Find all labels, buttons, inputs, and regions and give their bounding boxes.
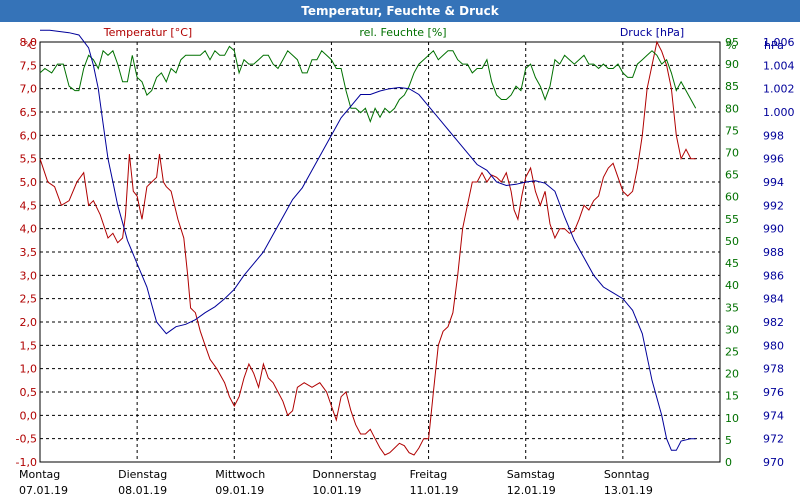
humidity-tick-label: 15	[725, 390, 739, 403]
day-date-label: 07.01.19	[19, 484, 68, 497]
pressure-tick-label: 986	[763, 269, 784, 282]
temperature-tick-label: -0,5	[16, 433, 37, 446]
temperature-tick-label: 1,0	[20, 363, 38, 376]
temperature-tick-label: -1,0	[16, 456, 37, 469]
temperature-tick-label: 0,5	[20, 386, 38, 399]
temperature-tick-label: 4,0	[20, 223, 38, 236]
humidity-tick-label: 5	[725, 434, 732, 447]
pressure-tick-label: 980	[763, 339, 784, 352]
temperature-tick-label: 5,5	[20, 153, 38, 166]
pressure-tick-label: 970	[763, 456, 784, 469]
series-line-pressure	[40, 29, 696, 451]
temperature-tick-label: 8,0	[20, 36, 38, 49]
pressure-tick-label: 978	[763, 363, 784, 376]
day-name-label: Mittwoch	[215, 468, 265, 481]
weather-chart: °C Temperatur [°C] rel. Feuchte [%] Druc…	[16, 26, 795, 497]
temperature-tick-label: 3,5	[20, 246, 38, 259]
humidity-tick-label: 25	[725, 345, 739, 358]
pressure-tick-label: 988	[763, 246, 784, 259]
temperature-tick-label: 0,0	[20, 409, 38, 422]
temperature-tick-label: 7,0	[20, 83, 38, 96]
temperature-tick-labels: 8,0 7,5 7,0 6,5 6,0 5,5 5,0 4,5 4,0 3,5 3,0 2,5 2,0 1…	[16, 36, 37, 469]
pressure-tick-label: 976	[763, 386, 784, 399]
humidity-tick-label: 90	[725, 58, 739, 71]
pressure-tick-label: 990	[763, 223, 784, 236]
temperature-unit: °C	[23, 39, 37, 52]
pressure-tick-label: 996	[763, 153, 784, 166]
humidity-tick-label: 0	[725, 456, 732, 469]
temperature-tick-label: 5,0	[20, 176, 38, 189]
humidity-tick-label: 35	[725, 301, 739, 314]
humidity-tick-label: 60	[725, 191, 739, 204]
temperature-tick-label: 3,0	[20, 269, 38, 282]
temperature-tick-label: 6,5	[20, 106, 38, 119]
day-name-label: Freitag	[410, 468, 448, 481]
humidity-unit: %	[726, 39, 736, 52]
pressure-tick-label: 992	[763, 199, 784, 212]
series-line-temperature	[39, 40, 696, 456]
temperature-tick-label: 1,5	[20, 339, 38, 352]
temperature-tick-label: 2,0	[20, 316, 38, 329]
humidity-tick-label: 50	[725, 235, 739, 248]
day-tick-labels: Montag 07.01.19 Dienstag 08.01.19 Mittwoch 09…	[19, 468, 653, 497]
humidity-tick-label: 30	[725, 323, 739, 336]
temperature-tick-label: 4,5	[20, 199, 38, 212]
humidity-tick-label: 95	[725, 36, 739, 49]
humidity-tick-label: 20	[725, 368, 739, 381]
window-title: Temperatur, Feuchte & Druck	[0, 0, 800, 22]
temperature-tick-label: 7,5	[20, 59, 38, 72]
pressure-tick-label: 984	[763, 293, 784, 306]
humidity-tick-label: 65	[725, 169, 739, 182]
day-date-label: 13.01.19	[604, 484, 653, 497]
humidity-tick-label: 70	[725, 147, 739, 160]
pressure-axis-label: Druck [hPa]	[620, 26, 684, 39]
pressure-tick-label: 974	[763, 409, 784, 422]
day-date-label: 08.01.19	[118, 484, 167, 497]
day-name-label: Sonntag	[604, 468, 650, 481]
pressure-tick-labels: 1.006 1.004 1.002 1.000 998 996 994 992 990 988 98…	[763, 36, 795, 469]
pressure-tick-label: 998	[763, 129, 784, 142]
humidity-tick-label: 55	[725, 213, 739, 226]
pressure-tick-label: 1.002	[763, 83, 795, 96]
temperature-tick-label: 6,0	[20, 129, 38, 142]
pressure-tick-label: 1.006	[763, 36, 795, 49]
humidity-tick-label: 45	[725, 257, 739, 270]
day-date-label: 12.01.19	[507, 484, 556, 497]
pressure-tick-label: 1.004	[763, 59, 795, 72]
chart-series	[39, 29, 697, 456]
humidity-tick-label: 80	[725, 102, 739, 115]
pressure-tick-label: 972	[763, 433, 784, 446]
series-line-humidity	[39, 45, 697, 124]
day-name-label: Samstag	[507, 468, 555, 481]
temperature-axis-label: Temperatur [°C]	[103, 26, 192, 39]
day-date-label: 11.01.19	[410, 484, 459, 497]
day-name-label: Donnerstag	[312, 468, 376, 481]
humidity-tick-label: 10	[725, 412, 739, 425]
chart-grid	[39, 41, 721, 463]
pressure-unit: hPa	[764, 39, 784, 52]
pressure-tick-label: 982	[763, 316, 784, 329]
humidity-axis-label: rel. Feuchte [%]	[359, 26, 446, 39]
day-name-label: Dienstag	[118, 468, 167, 481]
humidity-tick-label: 40	[725, 279, 739, 292]
day-date-label: 10.01.19	[312, 484, 361, 497]
pressure-tick-label: 994	[763, 176, 784, 189]
humidity-tick-label: 85	[725, 80, 739, 93]
day-name-label: Montag	[19, 468, 60, 481]
day-date-label: 09.01.19	[215, 484, 264, 497]
temperature-tick-label: 2,5	[20, 293, 38, 306]
pressure-tick-label: 1.000	[763, 106, 795, 119]
humidity-tick-label: 75	[725, 124, 739, 137]
